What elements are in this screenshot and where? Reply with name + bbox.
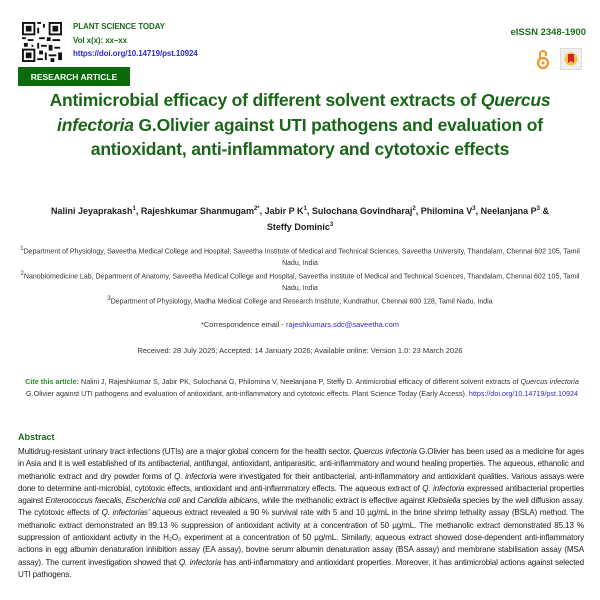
affiliation-marker: 3 [107,296,111,302]
author-affiliation-marker: 1 [303,206,307,212]
text-segment: Nalini J, Rajeshkumar S, Jabir PK, Suloc… [79,377,521,386]
author-name: Jabir P K [264,206,304,216]
text-segment: aqueous extract revealed a 90 % survival… [18,508,585,567]
volume-info: Vol x(x): xx–xx [73,36,127,45]
citation-text: Nalini J, Rajeshkumar S, Jabir PK, Suloc… [26,377,579,398]
affiliation-2: 2Nanobiomedicine Lab, Department of Anat… [20,269,580,294]
author-name: Nalini Jeyaprakash [51,206,133,216]
article-type-badge: RESEARCH ARTICLE [18,67,130,86]
author-affiliation-marker: 3 [329,222,334,228]
italic-text: Q. infectoria [174,471,217,481]
qr-code-icon [22,22,62,62]
affiliation-marker: 2 [20,271,24,277]
affiliation-text: Nanobiomedicine Lab, Department of Anato… [23,273,580,292]
italic-text: Escherichia coli [125,496,180,506]
text-segment: and [179,496,198,506]
italic-text: Klebsiella [427,496,461,506]
italic-text: Quercus infectoria [57,90,551,135]
crossmark-icon[interactable] [560,48,582,70]
eissn: eISSN 2348-1900 [510,27,586,38]
citation: Cite this article: Nalini J, Rajeshkumar… [18,376,586,400]
correspondence-label: *Correspondence email - [200,320,286,329]
publication-dates: Received: 28 July 2025; Accepted: 14 Jan… [137,346,463,355]
text-segment: Antimicrobial efficacy of different solv… [49,90,481,110]
doi-link[interactable]: https://doi.org/10.14719/pst.10924 [73,49,198,58]
italic-text: Q. infectorias' [101,508,150,518]
italic-text: Quercus infectoria [353,447,417,456]
correspondence-email-link[interactable]: rajeshkumars.sdc@saveetha.com [285,320,400,329]
text-segment: G.Olivier against UTI pathogens and eval… [90,114,543,160]
affiliation-text: Department of Physiology, Saveetha Medic… [23,248,580,267]
author-name: Philomina V [420,206,473,216]
citation-doi-link[interactable]: https://doi.org/10.14719/pst.10924 [468,388,578,398]
author-name: Rajeshkumar Shanmugam [140,206,254,216]
affiliation-1: 1Department of Physiology, Saveetha Medi… [20,244,580,269]
text-segment: G.Olivier has been used as a medicine fo… [18,447,584,481]
author-affiliation-marker: 2* [253,206,260,212]
author-affiliation-marker: 3 [472,206,476,212]
text-segment: , while the methanolic extract is effect… [257,496,428,506]
author-name: Sulochana Govindharaj [311,206,413,216]
italic-text: Quercus infectoria [520,377,579,386]
article-title: Antimicrobial efficacy of different solv… [20,88,580,162]
author-list: Nalini Jeyaprakash1, Rajeshkumar Shanmug… [51,206,549,232]
italic-text: Q. infectoria [422,483,465,493]
citation-label: Cite this article: [25,377,80,386]
text-segment: G.Olivier against UTI pathogens and eval… [26,388,469,398]
author-name: Steffy Dominic [266,222,330,232]
author-affiliation-marker: 1 [132,206,136,212]
author-affiliation-marker: 2 [412,206,416,212]
text-segment: expressed antibacterial properties again… [18,483,584,506]
author-name: Neelanjana P [480,206,537,216]
text-segment: , [121,496,126,506]
correspondence: *Correspondence email - rajeshkumars.sdc… [0,320,600,329]
affiliation-text: Department of Physiology, Madha Medical … [110,298,493,306]
italic-text: Enterococcus faecalis [45,496,122,506]
affiliation-marker: 1 [20,246,24,252]
text-segment: Multidrug-resistant urinary tract infect… [18,447,354,456]
affiliation-3: 3Department of Physiology, Madha Medical… [20,294,580,308]
italic-text: Candida albicans [197,496,258,506]
author-affiliation-marker: 3 [536,206,540,212]
abstract-text: Multidrug-resistant urinary tract infect… [18,446,584,581]
text-segment: were investigated for their antibacteria… [18,471,585,493]
text-segment: has anti-inflammatory and antioxidant pr… [18,557,585,579]
italic-text: Q. infectoria [178,557,221,567]
abstract-heading: Abstract [18,432,55,442]
text-segment: species by the well diffusion assay. The… [18,496,584,518]
journal-name: PLANT SCIENCE TODAY [73,22,165,31]
open-access-icon[interactable] [536,48,550,70]
